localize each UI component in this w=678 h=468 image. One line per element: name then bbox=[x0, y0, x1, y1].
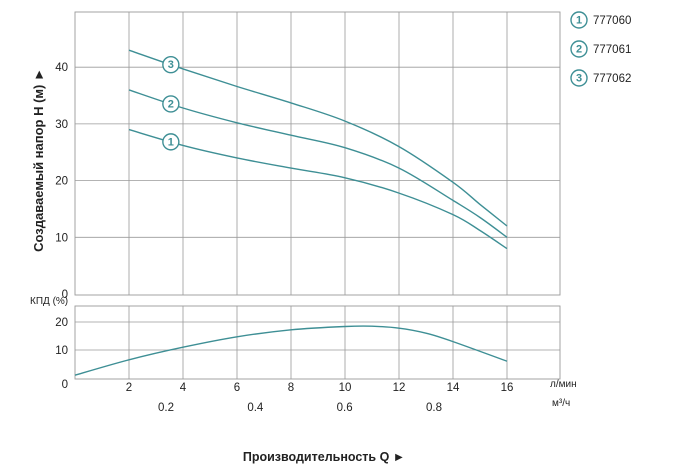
legend-marker-1 bbox=[570, 11, 588, 29]
legend-marker-label: 2 bbox=[576, 44, 582, 56]
efficiency-chart-grid bbox=[74, 305, 561, 380]
x-tick-label: 8 bbox=[288, 382, 294, 394]
efficiency-y-tick-label: 0 bbox=[62, 379, 68, 391]
efficiency-curve bbox=[74, 325, 508, 376]
legend-entry-777061: 777061 bbox=[593, 44, 631, 56]
curve-marker-3 bbox=[162, 55, 180, 74]
curve-marker-2 bbox=[162, 95, 180, 113]
curve-marker-label: 2 bbox=[168, 98, 174, 110]
efficiency-y-tick-label: 20 bbox=[55, 317, 68, 329]
x2-tick-label: 0.2 bbox=[158, 402, 174, 414]
head-curve-777060 bbox=[128, 128, 508, 250]
head-y-tick-label: 40 bbox=[55, 62, 68, 74]
head-y-axis-label: Создаваемый напор H (м) ► bbox=[31, 68, 46, 252]
x-tick-label: 10 bbox=[339, 382, 352, 394]
legend: 1 777060 2 777061 3 777062 bbox=[570, 11, 631, 87]
x-tick-label: 6 bbox=[234, 382, 240, 394]
efficiency-y-axis-label: КПД (%) bbox=[30, 296, 68, 307]
head-curve-777062 bbox=[128, 49, 508, 227]
efficiency-plot-frame bbox=[74, 305, 561, 380]
efficiency-y-tick-label: 10 bbox=[55, 345, 68, 357]
head-y-tick-label: 30 bbox=[55, 119, 68, 131]
curve-marker-label: 1 bbox=[168, 136, 174, 148]
x-unit-primary: л/мин bbox=[550, 379, 577, 390]
x-tick-label: 16 bbox=[501, 382, 514, 394]
x-tick-label: 4 bbox=[180, 382, 187, 394]
x-tick-label: 2 bbox=[126, 382, 132, 394]
head-chart-grid bbox=[74, 11, 561, 296]
head-plot-frame bbox=[74, 11, 561, 296]
head-curve-777061 bbox=[128, 89, 508, 238]
x2-tick-label: 0.4 bbox=[247, 402, 264, 414]
head-y-tick-label: 10 bbox=[55, 232, 68, 244]
head-curves: 1 2 3 bbox=[128, 49, 508, 250]
legend-entry-777062: 777062 bbox=[593, 73, 631, 85]
efficiency-curves bbox=[74, 325, 508, 376]
legend-marker-label: 3 bbox=[576, 73, 582, 85]
legend-marker-3 bbox=[570, 69, 588, 87]
curve-marker-label: 3 bbox=[168, 59, 174, 71]
legend-marker-label: 1 bbox=[576, 15, 582, 27]
x-tick-label: 14 bbox=[447, 382, 460, 394]
legend-entry-777060: 777060 bbox=[593, 15, 631, 27]
x2-tick-label: 0.8 bbox=[426, 402, 442, 414]
x-axis-label: Производительность Q ► bbox=[243, 450, 405, 464]
x-unit-secondary: м³/ч bbox=[552, 398, 570, 409]
x2-tick-label: 0.6 bbox=[337, 402, 353, 414]
curve-marker-1 bbox=[162, 133, 180, 151]
x-tick-label: 12 bbox=[393, 382, 406, 394]
head-y-tick-label: 0 bbox=[62, 289, 68, 301]
legend-marker-2 bbox=[570, 40, 588, 58]
head-y-tick-label: 20 bbox=[55, 176, 68, 188]
